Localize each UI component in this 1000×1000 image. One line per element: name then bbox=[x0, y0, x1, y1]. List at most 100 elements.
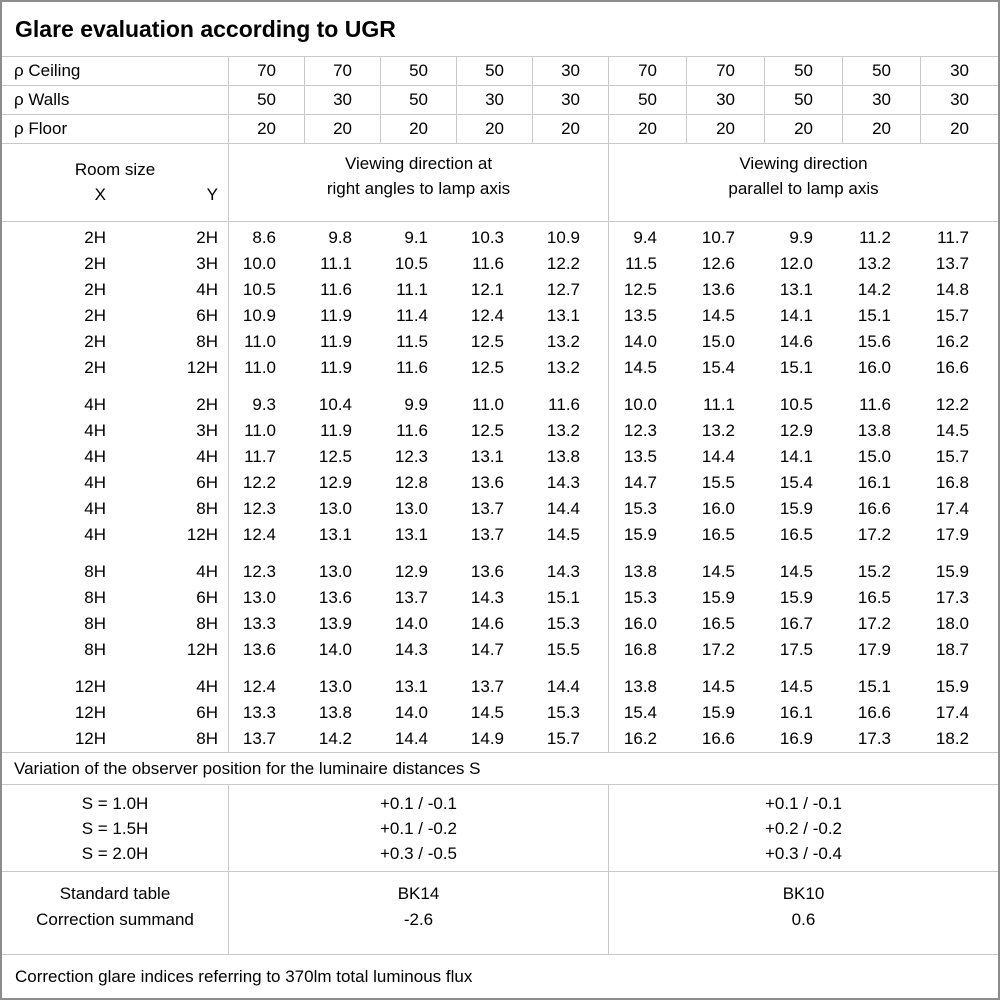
ugr-value-parallel: 17.9 bbox=[857, 640, 891, 659]
table-row: 8H 4H 12.3 13.0 12.9 13.6 14.3 13.8 14.5 14.5 15.2… bbox=[2, 559, 998, 585]
ugr-value-perpendicular: 12.8 bbox=[394, 473, 428, 492]
ugr-value-parallel: 17.3 bbox=[857, 729, 891, 748]
ugr-value-perpendicular: 11.9 bbox=[320, 332, 352, 351]
page-title-text: Glare evaluation according to UGR bbox=[15, 15, 396, 42]
standard-block-parallel: BK10 0.6 bbox=[608, 872, 998, 954]
ugr-value-perpendicular: 10.4 bbox=[318, 395, 352, 414]
ugr-value-perpendicular: 13.2 bbox=[546, 421, 580, 440]
ugr-value-parallel: 15.3 bbox=[623, 499, 657, 518]
ugr-value-parallel: 14.1 bbox=[779, 306, 813, 325]
ugr-value-perpendicular: 11.1 bbox=[320, 254, 352, 273]
reflectance-row: ρ Floor 20 20 20 20 20 20 20 20 20 20 bbox=[2, 115, 998, 144]
ugr-value-parallel: 15.7 bbox=[935, 447, 969, 466]
s-distance-label: S = 1.5H bbox=[81, 818, 149, 838]
reflectance-value-cell: 50 bbox=[842, 57, 920, 85]
ugr-value-perpendicular: 14.7 bbox=[470, 640, 504, 659]
reflectance-row-label: ρ Floor bbox=[14, 119, 68, 138]
ugr-value-perpendicular: 11.1 bbox=[396, 280, 428, 299]
table-row: 2H 12H 11.0 11.9 11.6 12.5 13.2 14.5 15.4 15.1 16.… bbox=[2, 355, 998, 381]
s-distance-label: S = 1.0H bbox=[81, 793, 149, 813]
ugr-value-perpendicular: 11.6 bbox=[396, 421, 428, 440]
room-y-value: 12H bbox=[186, 640, 218, 659]
ugr-value-parallel: 15.2 bbox=[857, 562, 891, 581]
ugr-value-parallel: 12.9 bbox=[779, 421, 813, 440]
ugr-value-perpendicular: 13.2 bbox=[546, 358, 580, 377]
ugr-value-parallel: 9.4 bbox=[633, 228, 657, 247]
ugr-value-parallel: 12.3 bbox=[623, 421, 657, 440]
room-size-header: Room size X Y bbox=[2, 144, 228, 221]
ugr-value-parallel: 14.5 bbox=[935, 421, 969, 440]
ugr-value-parallel: 16.0 bbox=[623, 614, 657, 633]
ugr-value-parallel: 13.8 bbox=[623, 562, 657, 581]
viewing-direction-parallel-header: Viewing direction parallel to lamp axis bbox=[608, 144, 998, 221]
ugr-value-parallel: 17.2 bbox=[857, 614, 891, 633]
table-row: 2H 2H 8.6 9.8 9.1 10.3 10.9 9.4 10.7 9.9 11.2 11.7 bbox=[2, 225, 998, 251]
reflectance-value-cell: 50 bbox=[380, 57, 456, 85]
ugr-value-parallel: 13.8 bbox=[857, 421, 891, 440]
ugr-value-perpendicular: 15.7 bbox=[546, 729, 580, 748]
ugr-value-perpendicular: 12.3 bbox=[242, 499, 276, 518]
ugr-value-parallel: 15.9 bbox=[935, 562, 969, 581]
ugr-value-perpendicular: 11.0 bbox=[244, 358, 276, 377]
ugr-value-parallel: 15.4 bbox=[623, 703, 657, 722]
correction-summand-perpendicular-value: -2.6 bbox=[403, 910, 434, 929]
reflectance-value-cell: 30 bbox=[532, 57, 608, 85]
reflectance-value-cell: 70 bbox=[304, 57, 380, 85]
room-x-value: 12H bbox=[74, 677, 106, 696]
room-y-value: 6H bbox=[196, 588, 218, 607]
ugr-value-parallel: 16.1 bbox=[857, 473, 891, 492]
ugr-value-parallel: 15.9 bbox=[701, 588, 735, 607]
standard-block-labels: Standard table Correction summand bbox=[2, 872, 228, 954]
room-x-value: 4H bbox=[84, 499, 106, 518]
reflectance-row-label: ρ Walls bbox=[14, 90, 70, 109]
observer-variation-block: S = 1.0H S = 1.5H S = 2.0H +0.1 / -0.1 +0.1… bbox=[2, 785, 998, 872]
ugr-value-parallel: 16.2 bbox=[935, 332, 969, 351]
room-y-value: 2H bbox=[196, 228, 218, 247]
table-row: 2H 3H 10.0 11.1 10.5 11.6 12.2 11.5 12.6 12.0 13.2… bbox=[2, 251, 998, 277]
room-x-value: 2H bbox=[84, 228, 106, 247]
ugr-value-parallel: 15.6 bbox=[857, 332, 891, 351]
ugr-value-perpendicular: 13.0 bbox=[318, 677, 352, 696]
s-variation-perpendicular-value: +0.1 / -0.1 bbox=[379, 793, 458, 813]
s-variation-parallel-value: +0.3 / -0.4 bbox=[764, 843, 843, 863]
ugr-value-perpendicular: 13.8 bbox=[318, 703, 352, 722]
reflectance-value-cell: 20 bbox=[686, 115, 764, 143]
reflectance-value-cell: 30 bbox=[920, 57, 998, 85]
ugr-value-parallel: 14.5 bbox=[779, 677, 813, 696]
ugr-value-perpendicular: 15.1 bbox=[546, 588, 580, 607]
reflectance-value-cell: 20 bbox=[764, 115, 842, 143]
ugr-value-perpendicular: 14.3 bbox=[394, 640, 428, 659]
room-xy-labels: X Y bbox=[2, 182, 228, 207]
correction-summand-parallel-value: 0.6 bbox=[791, 910, 816, 929]
reflectance-value-cell: 20 bbox=[380, 115, 456, 143]
room-y-value: 2H bbox=[196, 395, 218, 414]
reflectance-value-cell: 50 bbox=[228, 86, 304, 114]
ugr-value-parallel: 17.5 bbox=[779, 640, 813, 659]
room-y-value: 8H bbox=[196, 614, 218, 633]
ugr-value-perpendicular: 11.6 bbox=[472, 254, 504, 273]
ugr-value-perpendicular: 14.6 bbox=[470, 614, 504, 633]
table-row: 2H 4H 10.5 11.6 11.1 12.1 12.7 12.5 13.6 13.1 14.2… bbox=[2, 277, 998, 303]
room-y-value: 6H bbox=[196, 703, 218, 722]
room-x-value: 2H bbox=[84, 306, 106, 325]
reflectance-value-cell: 30 bbox=[456, 86, 532, 114]
ugr-value-perpendicular: 15.3 bbox=[546, 703, 580, 722]
variation-note-text: Variation of the observer position for t… bbox=[14, 758, 481, 778]
column-divider bbox=[228, 222, 229, 752]
reflectance-header-rows: ρ Ceiling 70 70 50 50 30 70 70 50 50 30 ρ Walls 50 30… bbox=[2, 57, 998, 144]
ugr-value-perpendicular: 11.9 bbox=[320, 358, 352, 377]
room-x-value: 4H bbox=[84, 395, 106, 414]
ugr-value-perpendicular: 11.6 bbox=[396, 358, 428, 377]
x-column-header: X bbox=[94, 185, 106, 204]
ugr-value-parallel: 18.2 bbox=[935, 729, 969, 748]
ugr-value-perpendicular: 10.0 bbox=[242, 254, 276, 273]
ugr-value-perpendicular: 13.7 bbox=[470, 525, 504, 544]
ugr-value-perpendicular: 12.9 bbox=[318, 473, 352, 492]
room-size-label: Room size bbox=[74, 160, 156, 179]
ugr-value-perpendicular: 13.3 bbox=[242, 703, 276, 722]
reflectance-value-cell: 70 bbox=[608, 57, 686, 85]
room-x-value: 8H bbox=[84, 588, 106, 607]
ugr-value-parallel: 13.1 bbox=[779, 280, 813, 299]
ugr-value-parallel: 13.6 bbox=[701, 280, 735, 299]
ugr-value-perpendicular: 12.3 bbox=[394, 447, 428, 466]
